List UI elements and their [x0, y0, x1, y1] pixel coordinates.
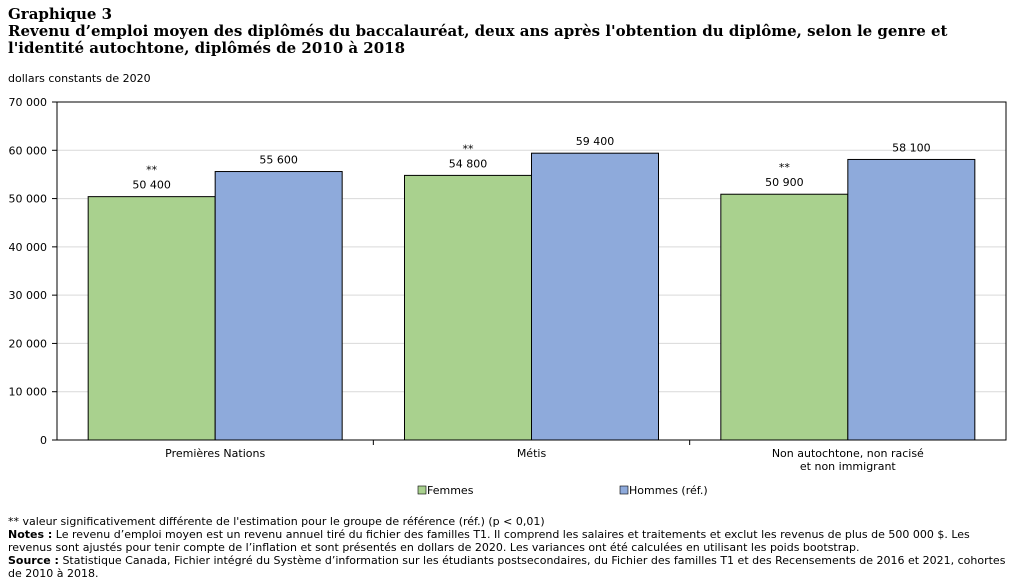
- footnotes: ** valeur significativement différente d…: [8, 515, 1013, 580]
- significance-marker: **: [779, 161, 791, 174]
- x-tick-label: Premières Nations: [165, 447, 265, 460]
- x-tick-label: Métis: [517, 447, 547, 460]
- y-tick-label: 50 000: [9, 193, 48, 206]
- source-text: Statistique Canada, Fichier intégré du S…: [8, 554, 1006, 580]
- notes: Notes : Le revenu d’emploi moyen est un …: [8, 528, 1013, 554]
- y-tick-label: 40 000: [9, 241, 48, 254]
- x-tick-label: Non autochtone, non racisé: [772, 447, 924, 460]
- data-label: 54 800: [449, 157, 488, 170]
- x-tick-label: et non immigrant: [800, 460, 897, 473]
- data-label: 50 400: [132, 179, 171, 192]
- bar: [214, 171, 343, 441]
- source-label: Source :: [8, 554, 59, 567]
- bar: [847, 158, 976, 441]
- unit-label: dollars constants de 2020: [8, 72, 151, 85]
- y-tick-label: 20 000: [9, 337, 48, 350]
- data-label: 59 400: [576, 135, 615, 148]
- legend-swatch: [417, 485, 427, 495]
- data-label: 58 100: [892, 141, 931, 154]
- significance-marker: **: [146, 164, 158, 177]
- chart-title: Revenu d’emploi moyen des diplômés du ba…: [8, 22, 948, 57]
- bar: [87, 196, 216, 441]
- y-tick-label: 0: [40, 434, 47, 447]
- figure-label: Graphique 3: [8, 5, 113, 23]
- plot-frame: [56, 101, 1007, 441]
- legend-label: Hommes (réf.): [629, 484, 708, 497]
- y-tick-label: 70 000: [9, 96, 48, 109]
- data-label: 55 600: [259, 154, 298, 167]
- significance-note: ** valeur significativement différente d…: [8, 515, 545, 528]
- y-tick-label: 30 000: [9, 289, 48, 302]
- legend-swatch: [619, 485, 629, 495]
- y-tick-label: 60 000: [9, 144, 48, 157]
- notes-text: Le revenu d’emploi moyen est un revenu a…: [8, 528, 970, 554]
- legend-label: Femmes: [427, 484, 474, 497]
- bar-chart: 0 10 000 20 000 30 000 40 000 50 000 60 000 70 …: [9, 96, 1007, 497]
- bar: [720, 193, 849, 441]
- chart-header: Graphique 3 Revenu d’emploi moyen des di…: [8, 6, 1013, 57]
- bar: [531, 152, 659, 441]
- notes-label: Notes :: [8, 528, 53, 541]
- significance-marker: **: [463, 142, 475, 155]
- bar: [404, 174, 532, 441]
- data-label: 50 900: [765, 176, 804, 189]
- y-tick-label: 10 000: [9, 386, 48, 399]
- source: Source : Statistique Canada, Fichier int…: [8, 554, 1013, 580]
